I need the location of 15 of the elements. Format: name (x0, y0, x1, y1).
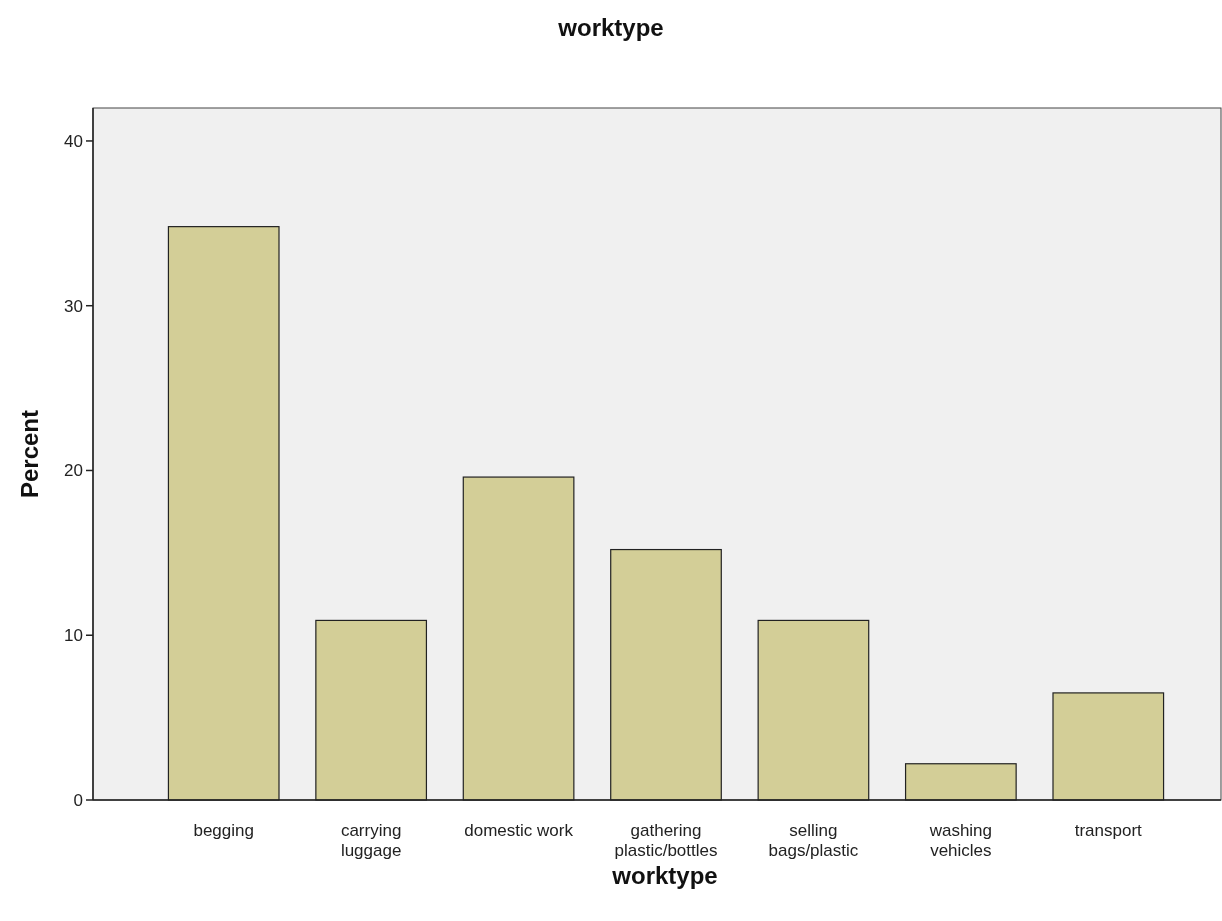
x-tick-label: begging (193, 821, 254, 840)
x-tick-label: washing vehicles (928, 821, 993, 860)
y-tick-label: 0 (73, 790, 83, 810)
y-tick-label: 10 (64, 626, 83, 646)
y-axis-title: Percent (16, 409, 43, 499)
x-tick-label: carrying luggage (340, 821, 402, 860)
x-tick-label: gathering plastic/bottles (614, 821, 718, 860)
y-tick-label: 20 (64, 461, 83, 481)
x-tick-label: selling bags/plastic (768, 821, 859, 860)
x-tick-label: transport (1074, 821, 1143, 840)
y-tick-label: 30 (64, 296, 83, 316)
y-tick-label: 40 (64, 131, 83, 151)
chart-title: worktype (557, 14, 664, 41)
x-tick-label: domestic work (464, 821, 574, 840)
x-axis-title: worktype (611, 862, 718, 889)
